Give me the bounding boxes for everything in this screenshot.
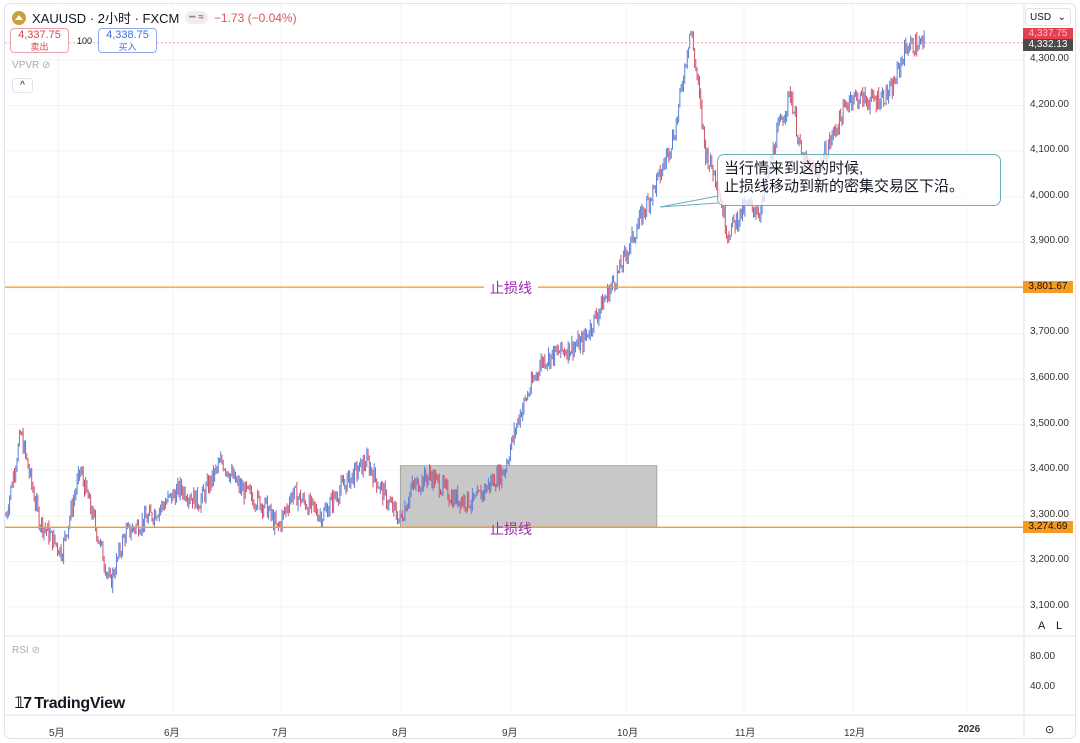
time-axis-label: 7月 <box>272 728 288 739</box>
eye-hidden-icon[interactable]: ⊘ <box>42 60 51 71</box>
stop-low-tag: 3,274.69 <box>1023 521 1073 533</box>
price-axis-label: 3,600.00 <box>1030 372 1069 384</box>
price-axis-label: 3,700.00 <box>1030 326 1069 338</box>
price-axis-label: 3,500.00 <box>1030 417 1069 429</box>
tradingview-logo[interactable]: 𝟙7 TradingView <box>14 693 125 713</box>
sell-price: 4,337.75 <box>18 29 61 41</box>
gold-logo-icon <box>12 10 26 25</box>
buy-label: 买入 <box>118 42 137 52</box>
price-axis-label: 4,200.00 <box>1030 98 1069 110</box>
vpvr-indicator[interactable]: VPVR ⊘ <box>12 60 50 71</box>
time-axis-label: 6月 <box>164 728 180 739</box>
price-axis-label: 3,100.00 <box>1030 599 1069 611</box>
currency-label: USD <box>1030 12 1052 23</box>
stop-line-label-high[interactable]: 止损线 <box>484 278 538 298</box>
rsi-indicator[interactable]: RSI ⊘ <box>12 645 40 656</box>
vpvr-label: VPVR <box>12 60 40 71</box>
currency-select[interactable]: USD ⌄ <box>1025 8 1071 26</box>
collapse-button[interactable]: ^ <box>12 78 33 93</box>
time-axis-label: 9月 <box>502 728 518 739</box>
stop-line-label-low[interactable]: 止损线 <box>490 521 532 537</box>
price-axis-label: 3,300.00 <box>1030 508 1069 520</box>
chevron-down-icon: ⌄ <box>1057 12 1066 23</box>
time-axis-label: 10月 <box>617 728 639 739</box>
buy-button[interactable]: 4,338.75 买入 <box>98 28 157 53</box>
approx-icon: ≈ <box>198 12 204 23</box>
time-axis-label: 5月 <box>49 728 65 739</box>
price-axis-label: 3,900.00 <box>1030 235 1069 247</box>
time-axis-label: 11月 <box>735 728 756 739</box>
time-axis-label: 8月 <box>392 728 408 739</box>
price-axis-label: 3,200.00 <box>1030 554 1069 566</box>
tv-logo-icon: 𝟙7 <box>14 695 32 712</box>
sell-button[interactable]: 4,337.75 卖出 <box>10 28 69 53</box>
flat-icon: ━ <box>189 12 196 23</box>
rsi-axis-label: 80.00 <box>1030 651 1056 662</box>
price-change: −1.73 (−0.04%) <box>213 10 297 25</box>
price-chart[interactable] <box>5 4 1076 739</box>
price-axis-label: 3,400.00 <box>1030 463 1069 475</box>
stop-high-tag: 3,801.67 <box>1023 281 1073 293</box>
time-axis-label: 2026 <box>958 724 981 735</box>
indicator-pill[interactable]: ━ ≈ <box>185 11 208 24</box>
auto-scale-button[interactable]: A <box>1038 620 1046 632</box>
chart-window <box>4 3 1076 739</box>
log-scale-button[interactable]: L <box>1056 620 1063 632</box>
buy-price: 4,338.75 <box>106 29 149 41</box>
callout-pointer <box>659 195 719 208</box>
price-axis-label: 4,000.00 <box>1030 189 1069 201</box>
rsi-axis-label: 40.00 <box>1030 681 1056 692</box>
eye-hidden-icon[interactable]: ⊘ <box>31 645 40 656</box>
symbol-header[interactable]: XAUUSD · 2小时 · FXCM ━ ≈ −1.73 (−0.04%) <box>12 8 297 27</box>
brand-name: TradingView <box>34 695 125 712</box>
rsi-label: RSI <box>12 645 29 656</box>
quantity[interactable]: 100 <box>77 36 93 46</box>
ask-price-tag: 4,337.75 <box>1023 28 1073 40</box>
sell-label: 卖出 <box>30 42 49 52</box>
price-axis-label: 4,300.00 <box>1030 53 1069 64</box>
callout-annotation[interactable]: 当行情来到这的时候, 止损线移动到新的密集交易区下沿。 <box>717 154 1001 206</box>
symbol-title[interactable]: XAUUSD · 2小时 · FXCM <box>32 11 180 26</box>
settings-gear-icon[interactable]: ⊙ <box>1045 724 1055 736</box>
last-price-tag: 4,332.13 <box>1023 39 1073 51</box>
time-axis-label: 12月 <box>844 728 866 739</box>
price-axis-label: 4,100.00 <box>1030 144 1069 156</box>
